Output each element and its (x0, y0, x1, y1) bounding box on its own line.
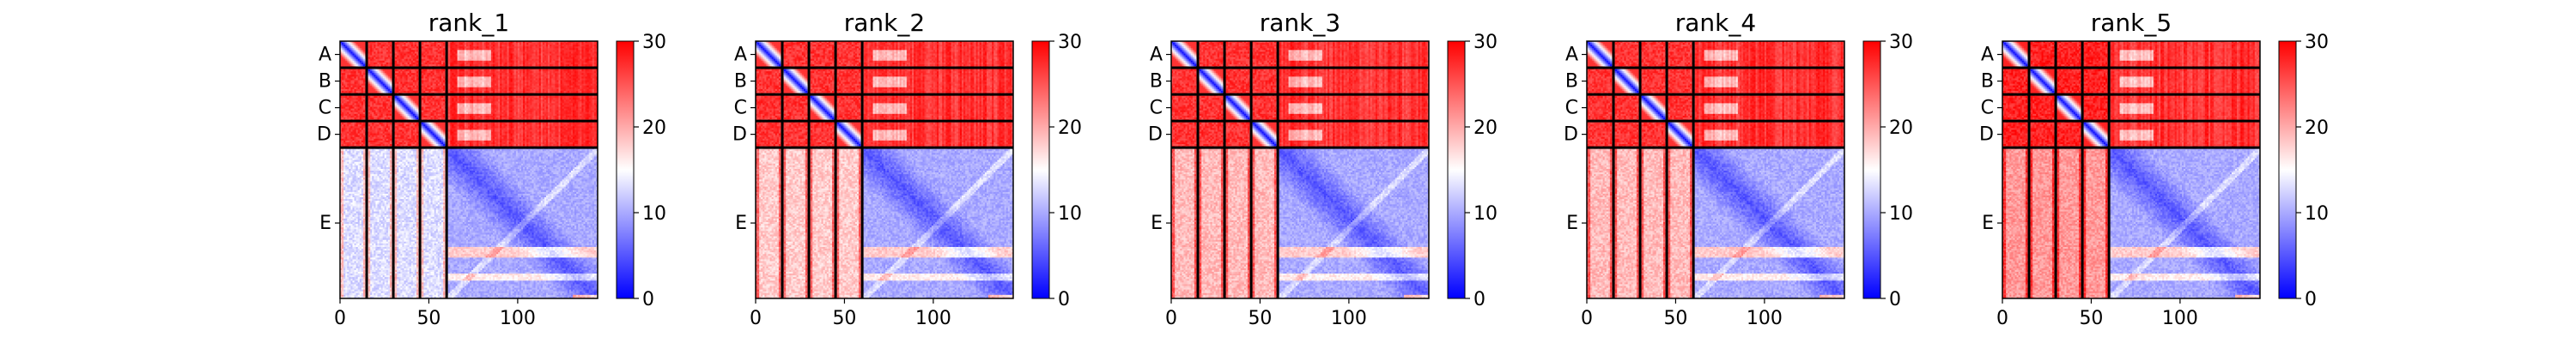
heatmap-cells (340, 41, 598, 298)
